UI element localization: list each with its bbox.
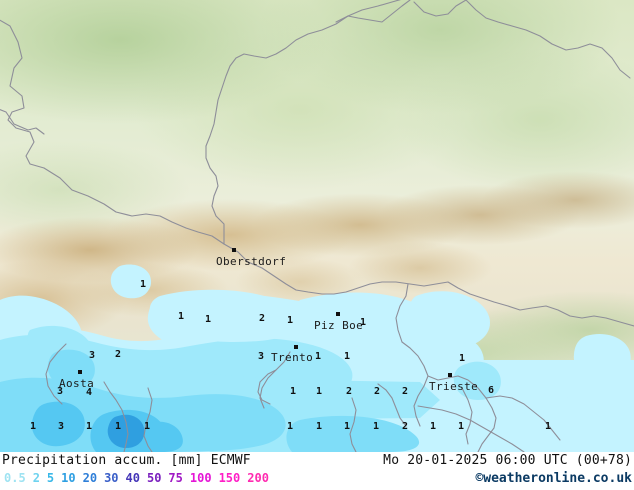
- contour-value: 1: [344, 421, 351, 432]
- footer-title: Precipitation accum. [mm] ECMWF: [2, 453, 251, 468]
- contour-value: 1: [315, 351, 322, 362]
- contour-value: 1: [360, 317, 367, 328]
- contour-value: 1: [430, 421, 437, 432]
- city-dot-trento: [294, 345, 298, 349]
- contour-value: 2: [374, 386, 381, 397]
- city-dot-aosta: [78, 370, 82, 374]
- legend-stop-20: 20: [82, 471, 98, 485]
- legend-stop-50: 50: [146, 471, 162, 485]
- legend-stop-0.5: 0.5: [4, 471, 26, 485]
- contour-value: 2: [402, 421, 409, 432]
- contour-value: 1: [86, 421, 93, 432]
- contour-value: 3: [258, 351, 265, 362]
- contour-value: 1: [373, 421, 380, 432]
- contour-value: 1: [287, 315, 294, 326]
- contour-value: 1: [344, 351, 351, 362]
- contour-value: 1: [205, 314, 212, 325]
- contour-value: 2: [115, 349, 122, 360]
- contour-value: 1: [316, 421, 323, 432]
- contour-value: 1: [30, 421, 37, 432]
- contour-value: 1: [140, 279, 147, 290]
- contour-value: 2: [259, 313, 266, 324]
- contour-value: 4: [86, 387, 93, 398]
- legend-stop-75: 75: [168, 471, 183, 485]
- precipitation-map[interactable]: Oberstdorf Piz Boe Trento Aosta Trieste …: [0, 0, 634, 452]
- city-dot-oberstdorf: [232, 248, 236, 252]
- footer-datetime: Mo 20-01-2025 06:00 UTC (00+78): [383, 453, 632, 468]
- legend-stop-100: 100: [189, 471, 212, 485]
- map-footer: Precipitation accum. [mm] ECMWF Mo 20-01…: [0, 452, 634, 490]
- city-label-oberstdorf: Oberstdorf: [216, 255, 287, 268]
- contour-value: 1: [290, 386, 297, 397]
- legend-stop-200: 200: [247, 471, 269, 485]
- city-label-trieste: Trieste: [429, 380, 479, 393]
- legend-stop-40: 40: [125, 471, 140, 485]
- contour-value: 1: [458, 421, 465, 432]
- city-label-trento: Trento: [271, 351, 314, 364]
- legend-stop-10: 10: [61, 471, 76, 485]
- footer-credit: ©weatheronline.co.uk: [475, 471, 632, 486]
- country-borders: [0, 0, 634, 452]
- contour-value: 6: [488, 385, 495, 396]
- city-dot-trieste: [448, 373, 452, 377]
- city-label-piz-boe: Piz Boe: [314, 319, 364, 332]
- precipitation-scale-legend: 0.5 2 5 10 20 30 40 50 75 100 150 200: [4, 472, 269, 484]
- legend-stop-150: 150: [218, 471, 241, 485]
- city-label-aosta: Aosta: [59, 377, 95, 390]
- contour-value: 1: [144, 421, 151, 432]
- contour-value: 1: [287, 421, 294, 432]
- contour-value: 3: [89, 350, 96, 361]
- contour-value: 1: [545, 421, 552, 432]
- contour-value: 2: [402, 386, 409, 397]
- contour-value: 1: [178, 311, 185, 322]
- contour-value: 1: [459, 353, 466, 364]
- contour-value: 1: [115, 421, 122, 432]
- legend-stop-30: 30: [104, 471, 119, 485]
- contour-value: 3: [57, 386, 64, 397]
- contour-value: 2: [346, 386, 353, 397]
- contour-value: 1: [316, 386, 323, 397]
- legend-stop-2: 2: [32, 471, 40, 485]
- contour-value: 3: [58, 421, 65, 432]
- legend-stop-5: 5: [46, 471, 55, 485]
- city-dot-piz-boe: [336, 312, 340, 316]
